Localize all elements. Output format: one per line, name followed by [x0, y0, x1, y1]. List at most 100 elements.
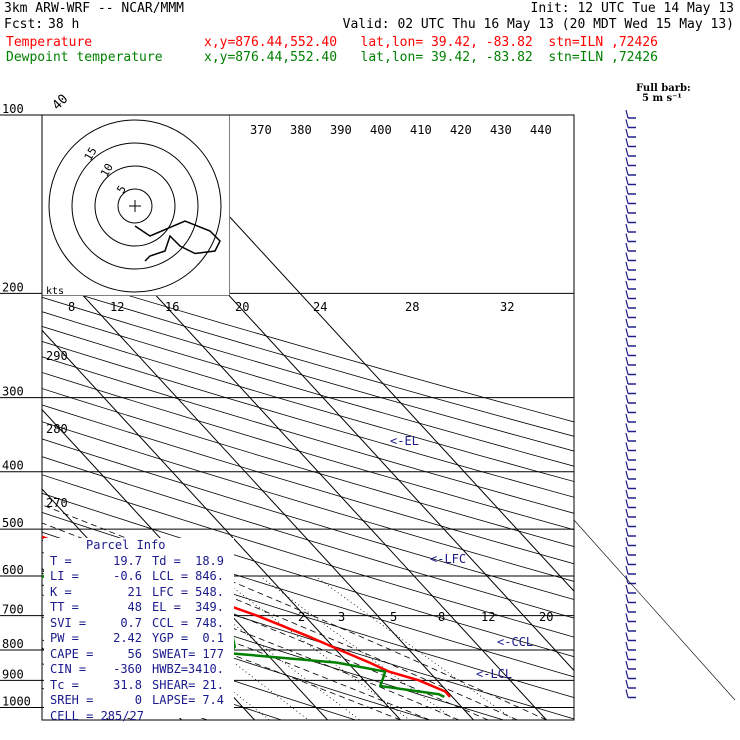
parcel-info-value: 0	[134, 693, 142, 707]
parcel-info-value: 349.	[195, 600, 224, 614]
model-title: 3km ARW-WRF -- NCAR/MMM	[4, 1, 185, 16]
dry-adiabat	[42, 356, 574, 514]
dry-adiabat	[42, 269, 574, 423]
parcel-info-row: SVI = 0.7 CCL = 748.	[44, 616, 234, 632]
pressure-label: 100	[2, 102, 24, 116]
wind-barb-flag	[625, 679, 629, 689]
theta-side-label: 290	[46, 349, 68, 363]
parcel-info-value: 548.	[195, 584, 224, 599]
parcel-info-value: 846.	[195, 569, 224, 583]
parcel-info-value: -360	[113, 662, 142, 676]
wind-barb-flag	[625, 670, 629, 679]
wind-barb-flag	[625, 242, 629, 252]
theta-label: 390	[330, 123, 352, 137]
parcel-info-label: CAPE =	[50, 646, 94, 661]
parcel-info-row: TT = 48 EL = 349.	[44, 600, 234, 616]
parcel-info-label: Tc =	[50, 677, 79, 692]
level-marker-lcl: <-LCL	[476, 667, 512, 681]
wind-barb-flag	[625, 252, 629, 261]
parcel-info-value: 3410.	[187, 662, 224, 676]
hodograph-ring-label: 10	[98, 161, 116, 179]
pressure-label: 500	[2, 516, 24, 530]
wind-barb-flag	[625, 119, 629, 128]
theta-label: 430	[490, 123, 512, 137]
parcel-info-label: YGP =	[152, 631, 189, 645]
mixing-ratio-label: 3	[338, 610, 345, 624]
parcel-info-label: TT =	[50, 600, 79, 614]
wind-barb-flag	[625, 451, 629, 461]
wind-barb-flag	[625, 641, 629, 651]
theta-label: 420	[450, 123, 472, 137]
dry-adiabat	[42, 474, 574, 638]
pressure-label: 200	[2, 280, 24, 294]
wind-barb-flag	[625, 394, 629, 404]
isotherm-line	[42, 408, 328, 720]
parcel-info-panel: Parcel Info T = 19.7 Td = 18.9 LI = -0.6 LCL =…	[44, 538, 234, 723]
theta-label: 410	[410, 123, 432, 137]
upper-mixing-label: 24	[313, 300, 327, 314]
parcel-info-label: LCL =	[152, 569, 189, 583]
mixing-ratio-label: 12	[481, 610, 495, 624]
wind-barb-flag	[625, 147, 629, 157]
wind-barb-flag	[625, 166, 629, 176]
mixing-ratio-line	[314, 575, 515, 720]
parcel-info-row: LI = -0.6 LCL = 846.	[44, 569, 234, 585]
parcel-info-value: 0.7	[120, 615, 142, 630]
parcel-info-value: 2.42	[113, 631, 142, 645]
wind-barb-flag	[625, 347, 629, 356]
wind-barb-flag	[625, 556, 629, 565]
mixing-ratio-label: 20	[539, 610, 553, 624]
theta-label: 370	[250, 123, 272, 137]
upper-mixing-label: 16	[165, 300, 179, 314]
parcel-info-label: LAPSE=	[152, 693, 196, 707]
parcel-info-label: CIN =	[50, 662, 87, 676]
wind-barb-flag	[625, 518, 629, 527]
wind-key-line1: Full barb:	[636, 83, 691, 94]
dry-adiabat	[42, 326, 574, 482]
valid-time: Valid: 02 UTC Thu 16 May 13 (20 MDT Wed …	[342, 17, 734, 32]
parcel-info-value: 0.1	[202, 631, 224, 645]
dry-adiabat	[42, 421, 574, 582]
upper-mixing-label: 28	[405, 300, 419, 314]
dry-adiabat	[42, 572, 504, 720]
wind-barb-flag	[625, 622, 629, 632]
wind-barb-flag	[625, 613, 629, 622]
wind-barb-flag	[625, 413, 629, 423]
theta-label: 440	[530, 123, 552, 137]
parcel-info-label: SWEAT=	[152, 646, 196, 661]
wind-barb-flag	[625, 584, 629, 594]
wind-barb-flag	[625, 499, 629, 508]
wind-barb-flag	[625, 337, 629, 347]
parcel-info-value: 21.	[202, 677, 224, 692]
pressure-label: 700	[2, 603, 24, 617]
parcel-info-title: Parcel Info	[86, 538, 166, 552]
forecast-hours: 38 h	[48, 17, 80, 32]
mixing-ratio-label: 8	[438, 610, 445, 624]
parcel-info-value: 177	[202, 646, 224, 661]
theta-side-label: 280	[46, 422, 68, 436]
wind-barb-flag	[625, 328, 629, 337]
hodograph-ring	[94, 165, 176, 247]
moist-adiabat	[42, 504, 547, 720]
upper-mixing-label: 12	[110, 300, 124, 314]
wind-key: Full barb: 5 m s⁻¹	[636, 84, 691, 104]
theta-label: 400	[370, 123, 392, 137]
pressure-label: 400	[2, 459, 24, 473]
dry-adiabat	[42, 296, 574, 452]
wind-barb-flag	[625, 603, 629, 613]
hodograph-trace	[134, 220, 221, 262]
parcel-info-label: EL =	[152, 600, 181, 614]
wind-barb-flag	[625, 385, 629, 394]
wind-barb-flag	[625, 537, 629, 546]
parcel-info-label: SHEAR=	[152, 677, 196, 692]
theta-label: 380	[290, 123, 312, 137]
parcel-info-row: PW = 2.42 YGP = 0.1	[44, 631, 234, 647]
parcel-info-row: K = 21 LFC = 548.	[44, 585, 234, 601]
parcel-info-value: 18.9	[195, 553, 224, 568]
wind-barb-flag	[625, 651, 629, 660]
parcel-info-label: T =	[50, 553, 72, 568]
pressure-label: 300	[2, 385, 24, 399]
dewpoint-location: x,y=876.44,552.40 lat,lon= 39.42, -83.82…	[204, 50, 658, 65]
isotherm-line	[42, 329, 401, 720]
wind-barb-flag	[625, 432, 629, 442]
